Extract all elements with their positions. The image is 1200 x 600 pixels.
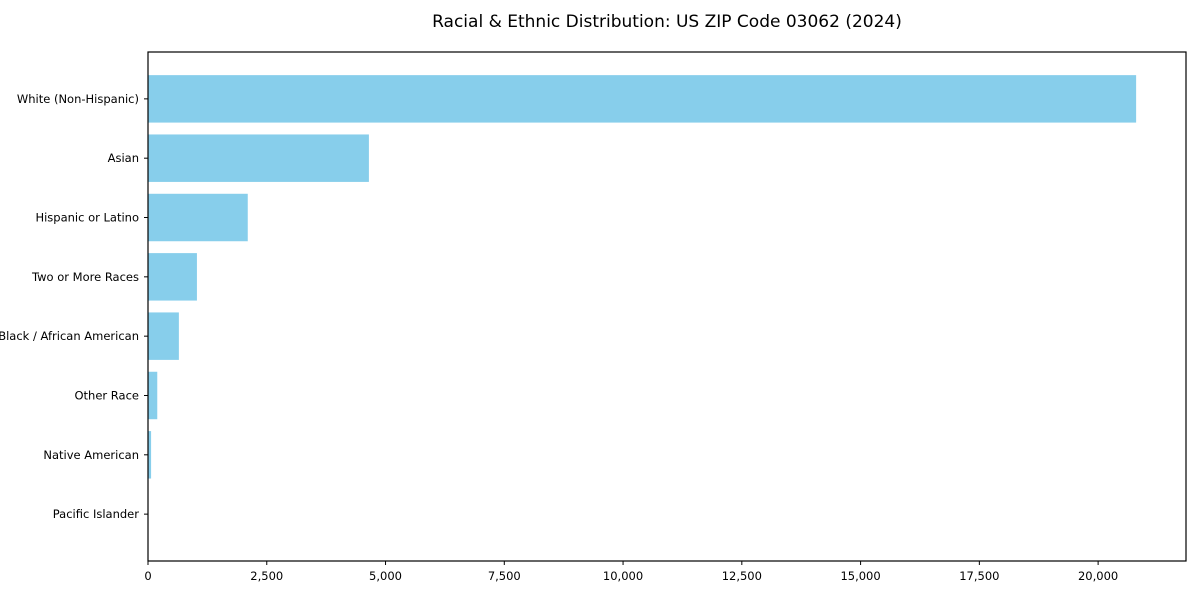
- y-tick-label: Two or More Races: [31, 270, 139, 284]
- x-tick-label: 7,500: [488, 569, 521, 583]
- bar: [148, 312, 179, 360]
- bar: [148, 134, 369, 182]
- bar: [148, 371, 158, 420]
- chart-title: Racial & Ethnic Distribution: US ZIP Cod…: [432, 12, 902, 32]
- y-tick-label: Asian: [108, 151, 139, 165]
- bar: [148, 193, 248, 242]
- bar: [148, 431, 152, 479]
- plot-frame: [147, 51, 1187, 562]
- bar: [148, 253, 197, 301]
- x-tick-label: 10,000: [603, 569, 643, 583]
- y-tick-label: White (Non-Hispanic): [17, 92, 139, 106]
- x-tick-label: 20,000: [1078, 569, 1118, 583]
- bar: [148, 75, 1137, 123]
- y-tick-label: Other Race: [75, 388, 140, 402]
- x-tick-label: 15,000: [840, 569, 880, 583]
- x-tick-label: 5,000: [369, 569, 402, 583]
- x-tick-label: 2,500: [250, 569, 283, 583]
- y-tick-label: Black / African American: [0, 329, 139, 343]
- y-tick-label: Native American: [43, 448, 139, 462]
- y-tick-label: Pacific Islander: [53, 507, 139, 521]
- x-tick-label: 17,500: [959, 569, 999, 583]
- x-tick-label: 12,500: [722, 569, 762, 583]
- x-tick-label: 0: [144, 569, 151, 583]
- y-tick-label: Hispanic or Latino: [35, 211, 139, 225]
